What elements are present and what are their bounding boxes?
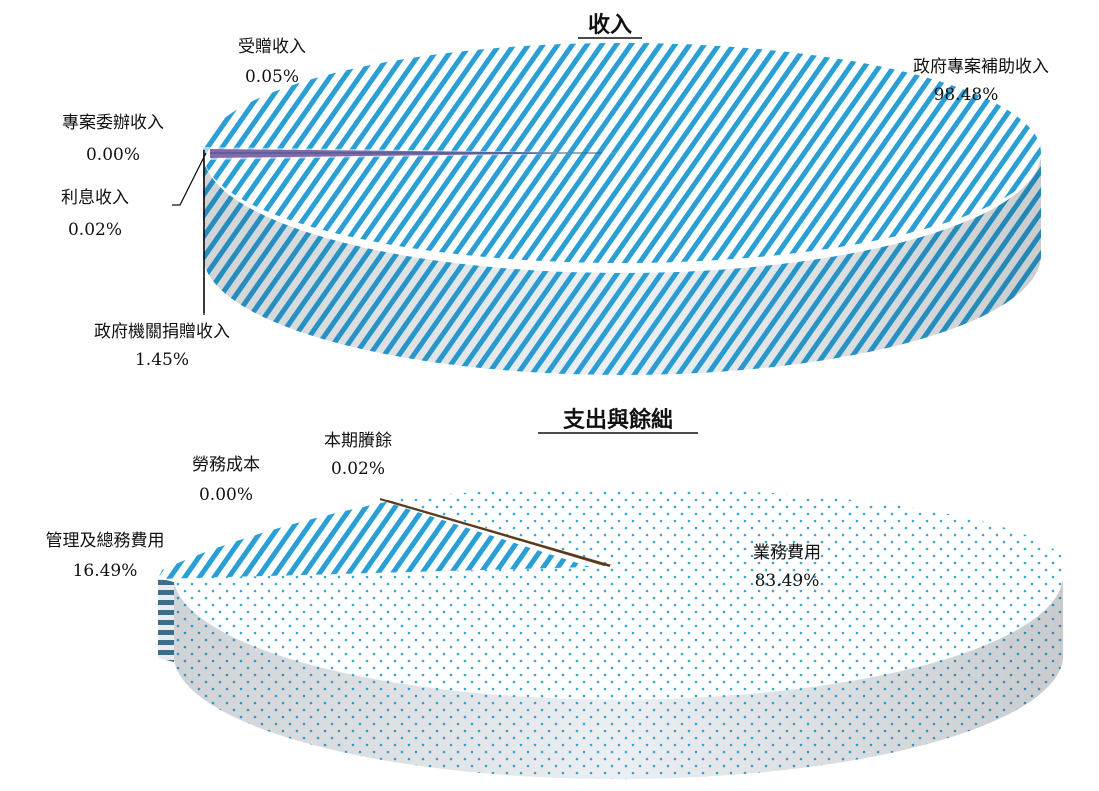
value-gov-agency-donation: 1.45%: [135, 350, 189, 370]
value-gov-project-subsidy: 98.48%: [934, 85, 999, 105]
leader-interest: [172, 152, 207, 206]
label-management-expense: 管理及總務費用: [46, 531, 165, 551]
label-current-surplus: 本期賸餘: [324, 431, 392, 451]
income-title: 收入: [588, 12, 632, 38]
value-management-expense: 16.49%: [73, 561, 138, 581]
slice-business-expense: [160, 488, 1067, 700]
value-donation-income: 0.05%: [245, 67, 299, 87]
label-interest-income: 利息收入: [61, 188, 129, 208]
label-donation-income: 受贈收入: [238, 37, 306, 57]
label-gov-agency-donation: 政府機關捐贈收入: [94, 322, 230, 342]
value-current-surplus: 0.02%: [331, 459, 385, 479]
label-gov-project-subsidy: 政府專案補助收入: [913, 57, 1049, 77]
value-business-expense: 83.49%: [755, 571, 820, 591]
label-business-expense: 業務費用: [753, 543, 821, 563]
value-interest-income: 0.02%: [68, 220, 122, 240]
expense-side-mgmt: [158, 578, 174, 662]
slice-management-expense: [158, 502, 590, 579]
value-commissioned-income: 0.00%: [86, 145, 140, 165]
value-labor-cost: 0.00%: [199, 485, 253, 505]
label-commissioned-income: 專案委辦收入: [62, 113, 164, 133]
expense-title: 支出與餘絀: [563, 407, 673, 433]
expense-pie: [158, 488, 1067, 780]
income-pie: [172, 43, 1041, 375]
label-labor-cost: 勞務成本: [192, 455, 260, 475]
